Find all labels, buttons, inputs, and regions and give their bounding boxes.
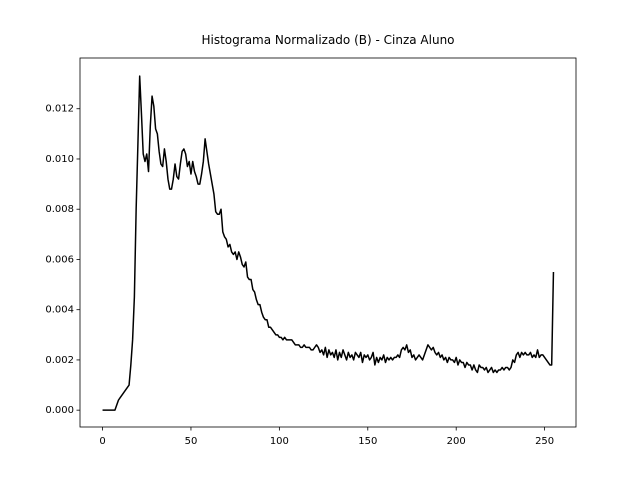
y-tick-label: 0.000 xyxy=(45,405,74,416)
x-tick-label: 50 xyxy=(185,436,198,447)
y-tick-label: 0.010 xyxy=(45,154,74,165)
y-tick-label: 0.012 xyxy=(45,104,74,115)
y-tick-label: 0.002 xyxy=(45,355,74,366)
x-tick-label: 250 xyxy=(535,436,554,447)
x-tick-label: 150 xyxy=(358,436,377,447)
chart-title: Histograma Normalizado (B) - Cinza Aluno xyxy=(201,33,454,47)
x-tick-label: 200 xyxy=(447,436,466,447)
x-tick-label: 0 xyxy=(99,436,105,447)
x-tick-label: 100 xyxy=(270,436,289,447)
plot-frame xyxy=(79,57,577,428)
y-tick-label: 0.004 xyxy=(45,305,74,316)
y-tick-label: 0.008 xyxy=(45,204,74,215)
data-line xyxy=(102,75,555,411)
y-tick-label: 0.006 xyxy=(45,254,74,265)
